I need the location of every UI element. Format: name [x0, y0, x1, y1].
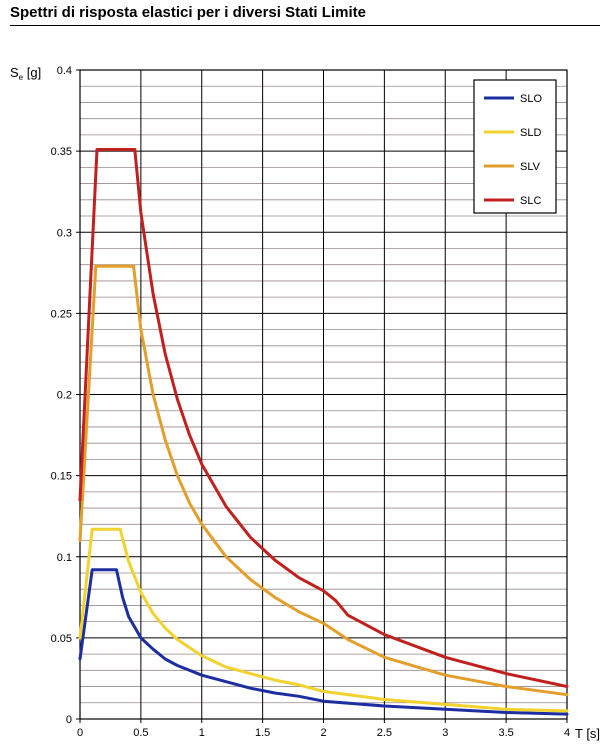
x-tick-label: 1.5 [255, 727, 270, 739]
legend-label-sld: SLD [520, 127, 541, 139]
x-tick-label: 3.5 [498, 727, 513, 739]
x-tick-label: 0 [77, 727, 83, 739]
legend-label-slv: SLV [520, 161, 541, 173]
axes: 0 0.05 0.1 0.15 0.2 0.25 0.3 0.35 0.4 0 0.5 1 1.5 2 2.… [10, 65, 600, 741]
series-line-slv [78, 264, 569, 697]
x-tick-label: 3 [442, 727, 448, 739]
y-tick-label: 0.35 [51, 146, 72, 158]
series-line-slo [78, 568, 569, 716]
legend-box [473, 79, 557, 214]
x-tick-label: 2.5 [377, 727, 392, 739]
series-lines [78, 148, 569, 716]
x-tick-label: 2 [320, 727, 326, 739]
y-tick-label: 0.3 [57, 227, 72, 239]
x-tick-label: 0.5 [133, 727, 148, 739]
x-tick-label: 4 [564, 727, 570, 739]
y-tick-label: 0 [66, 714, 72, 726]
y-tick-label: 0.15 [51, 471, 72, 483]
series-line-sld [78, 527, 569, 713]
y-tick-label: 0.2 [57, 390, 72, 402]
legend-label-slo: SLO [520, 93, 542, 105]
series-line-slc [78, 148, 569, 688]
page-title: Spettri di risposta elastici per i diver… [10, 4, 600, 26]
y-axis-label: Se [g] [10, 65, 41, 82]
legend: SLO SLD SLV SLC [473, 79, 557, 214]
x-tick-label: 1 [199, 727, 205, 739]
y-tick-label: 0.05 [51, 633, 72, 645]
y-tick-label: 0.4 [57, 65, 72, 77]
plot-frame [79, 69, 568, 720]
x-axis-label: T [s] [575, 726, 600, 741]
legend-label-slc: SLC [520, 195, 541, 207]
y-tick-label: 0.1 [57, 552, 72, 564]
y-tick-label: 0.25 [51, 308, 72, 320]
